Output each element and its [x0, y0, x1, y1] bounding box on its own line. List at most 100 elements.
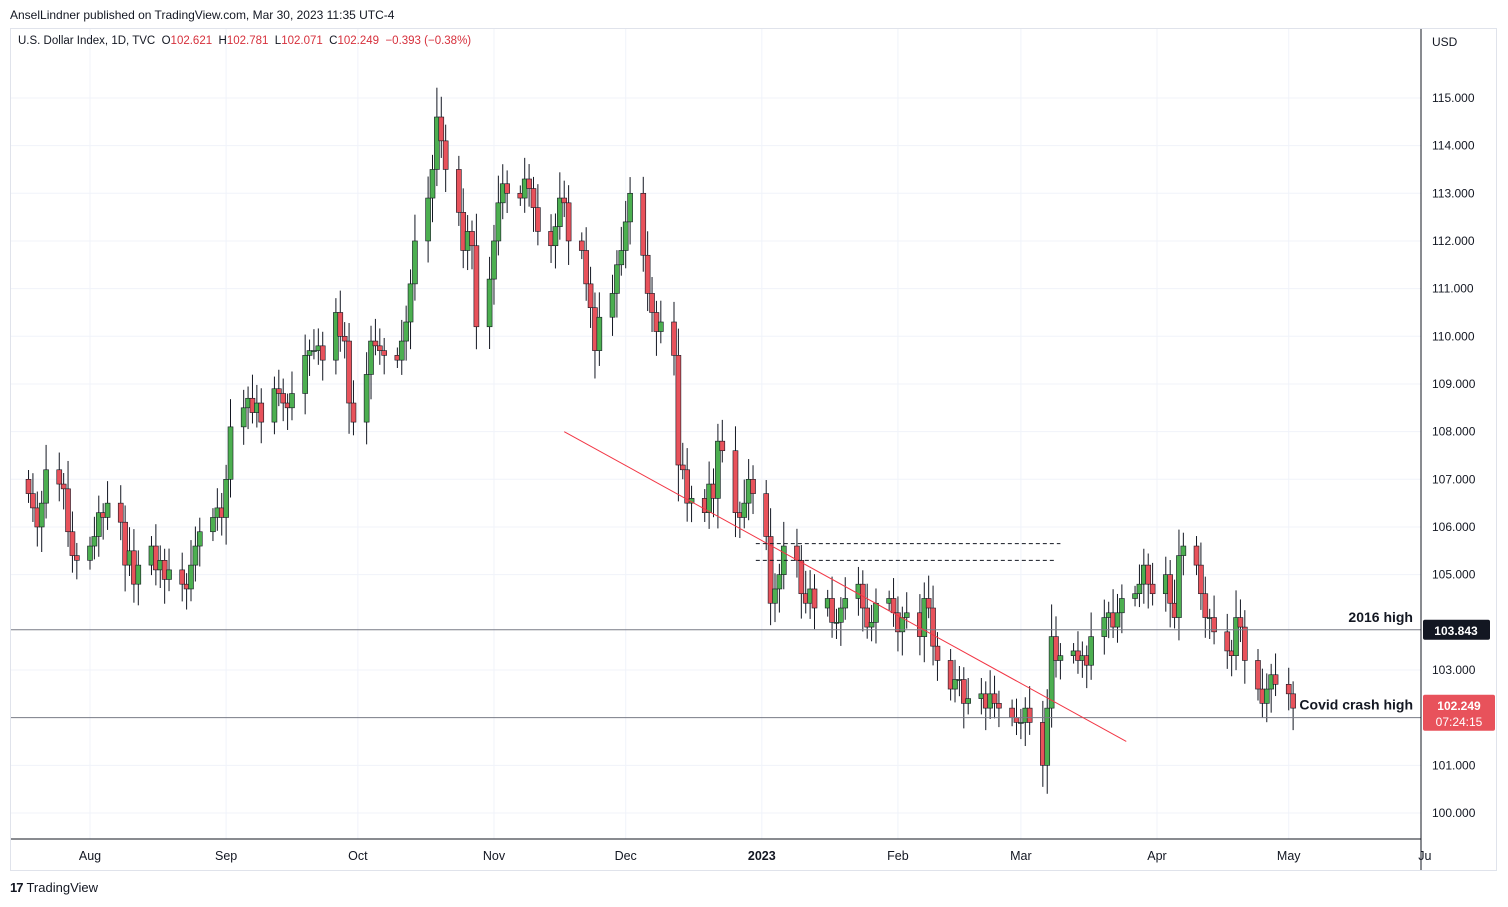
- price-tick-label: 106.000: [1432, 520, 1476, 534]
- candle-body: [381, 350, 387, 356]
- badge-2016-text: 103.843: [1434, 624, 1478, 638]
- candle: [996, 690, 1002, 728]
- candle: [658, 300, 664, 344]
- gridlines: [11, 29, 1421, 839]
- candle: [1057, 643, 1064, 680]
- candle-body: [166, 569, 172, 580]
- candle: [271, 376, 278, 435]
- footer-brand[interactable]: 17 TradingView: [10, 880, 98, 895]
- axes: USD 100.000 101.000 103.000 105.000 106.000 10…: [11, 29, 1495, 870]
- candle: [381, 337, 387, 375]
- candle: [1290, 681, 1296, 731]
- candle: [838, 597, 844, 646]
- candle: [552, 213, 559, 269]
- candle-body: [1176, 555, 1182, 618]
- candle-body: [1255, 660, 1261, 690]
- candle-body: [1053, 636, 1059, 661]
- candle: [319, 331, 326, 381]
- candle-body: [767, 536, 774, 604]
- candle: [903, 592, 910, 629]
- candle: [583, 227, 589, 301]
- candle: [1263, 673, 1270, 723]
- price-tick-label: 101.000: [1432, 758, 1476, 772]
- candle: [679, 442, 686, 480]
- candle: [618, 226, 625, 276]
- candle: [473, 213, 480, 350]
- candle: [535, 184, 541, 246]
- downtrend-line[interactable]: [563, 431, 1127, 742]
- candle-body: [1193, 545, 1200, 566]
- candle-body: [960, 679, 967, 704]
- candle-body: [842, 598, 849, 609]
- candle: [412, 214, 418, 301]
- candle-body: [473, 245, 480, 328]
- candle: [65, 460, 71, 547]
- candle: [952, 659, 958, 703]
- price-tick-label: 103.000: [1432, 663, 1476, 677]
- candle-body: [1198, 564, 1204, 595]
- candle: [210, 508, 216, 542]
- publisher-line: AnselLindner published on TradingView.co…: [10, 8, 395, 22]
- candle: [578, 232, 585, 260]
- badge-countdown-text: 07:24:15: [1436, 715, 1483, 729]
- candle-body: [25, 479, 32, 494]
- candle: [732, 426, 739, 538]
- candle: [1285, 667, 1292, 711]
- candle-body: [1211, 617, 1217, 633]
- candle-body: [996, 703, 1002, 709]
- candles: [25, 87, 1296, 794]
- badge-2016-bg: [1423, 619, 1490, 640]
- candle-body: [87, 545, 93, 561]
- candle-body: [429, 169, 436, 199]
- candle-body: [1119, 598, 1125, 614]
- candle-body: [188, 564, 194, 590]
- candle: [1048, 604, 1055, 728]
- candle-body: [306, 350, 313, 356]
- candle: [1044, 689, 1051, 794]
- candle: [561, 180, 568, 218]
- candle: [1088, 612, 1094, 680]
- candle: [289, 371, 295, 421]
- candle: [153, 524, 159, 586]
- candle-body: [95, 512, 102, 537]
- candle: [302, 334, 308, 415]
- candle: [135, 550, 142, 606]
- ohlc-legend: U.S. Dollar Index, 1D, TVC O102.621 H102…: [18, 35, 471, 47]
- candle: [1180, 532, 1187, 576]
- candle-body: [153, 545, 159, 571]
- candle: [772, 573, 778, 623]
- candle: [74, 542, 80, 580]
- candle-body: [526, 178, 532, 189]
- time-tick-label: Dec: [615, 849, 637, 863]
- overlays: 2016 high Covid crash high: [11, 431, 1421, 742]
- candle: [1167, 560, 1173, 628]
- candle: [337, 290, 344, 352]
- candle: [1211, 595, 1217, 645]
- price-tick-label: 110.000: [1432, 329, 1475, 343]
- candle-body: [732, 450, 739, 513]
- candle-body: [833, 622, 840, 624]
- candle-body: [223, 479, 229, 518]
- candle-body: [69, 531, 76, 556]
- candle: [526, 164, 532, 207]
- candle-body: [311, 350, 317, 352]
- candle-body: [675, 355, 682, 466]
- candle-body: [1237, 617, 1244, 628]
- candle-body: [903, 612, 910, 618]
- candle: [741, 479, 748, 529]
- candle-body: [530, 188, 537, 208]
- tradingview-logo-icon: 17: [10, 880, 24, 895]
- candle-body: [1026, 707, 1033, 723]
- candle: [776, 563, 783, 613]
- candle: [429, 154, 436, 223]
- candle: [249, 374, 256, 424]
- legend-close-value: 102.249: [337, 35, 380, 47]
- candle: [166, 548, 172, 592]
- candle: [346, 323, 352, 434]
- candle: [398, 319, 405, 375]
- candle: [960, 667, 967, 729]
- candle: [95, 495, 102, 557]
- candle-body: [337, 312, 344, 337]
- candle: [25, 470, 32, 503]
